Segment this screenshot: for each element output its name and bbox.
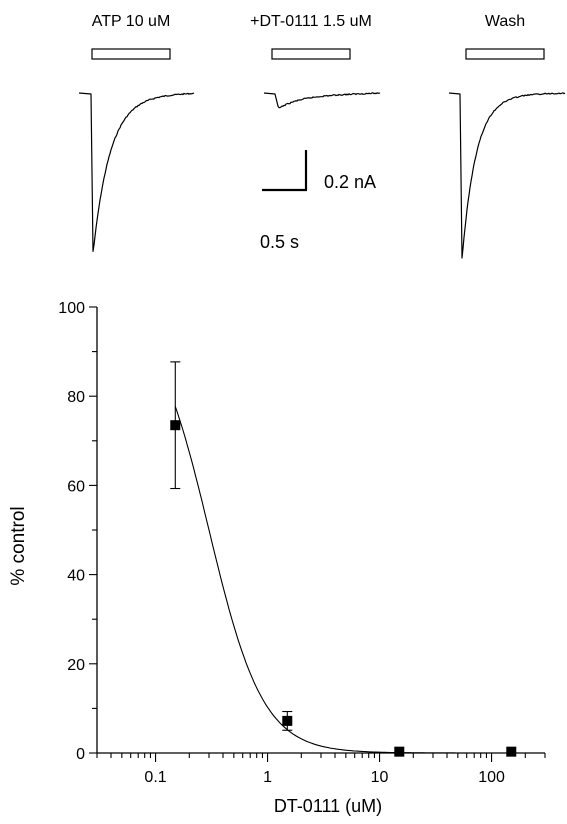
- fit-curve: [174, 406, 512, 754]
- y-tick-label: 20: [67, 657, 85, 674]
- scale-bar-current-label: 0.2 nA: [324, 172, 376, 192]
- y-tick-label: 0: [76, 746, 85, 763]
- x-tick-label: 1: [263, 769, 272, 786]
- x-tick-label: 100: [478, 769, 505, 786]
- y-axis-label: % control: [8, 506, 29, 585]
- x-tick-label: 0.1: [144, 769, 166, 786]
- data-point: [170, 420, 181, 431]
- current-trace-wash: [448, 92, 566, 259]
- x-tick-label: 10: [371, 769, 389, 786]
- current-traces-panel: ATP 10 uM +DT-0111 1.5 uM Wash 0.2 nA 0.…: [78, 13, 566, 259]
- application-bar-atp: [91, 48, 171, 60]
- data-points: [170, 361, 517, 757]
- y-axis-ticks: 0 20 40 60 80 100: [58, 300, 97, 763]
- y-tick-label: 80: [67, 389, 85, 406]
- trace-label-dt0111: +DT-0111 1.5 uM: [250, 13, 372, 30]
- x-axis-ticks: 0.1 1 10 100: [96, 753, 546, 786]
- application-bar-dt0111: [271, 48, 351, 60]
- current-trace-dt0111: [263, 92, 381, 109]
- current-trace-atp: [78, 92, 195, 252]
- y-tick-label: 60: [67, 478, 85, 495]
- data-point: [394, 746, 405, 757]
- scale-bar: 0.2 nA 0.5 s: [260, 150, 376, 252]
- y-tick-label: 40: [67, 568, 85, 585]
- trace-label-wash: Wash: [485, 13, 525, 30]
- trace-group-wash: Wash: [448, 13, 566, 259]
- y-tick-label: 100: [58, 300, 85, 317]
- dose-response-chart: 0 20 40 60 80 100 0.1 1 10 100 % control DT-0111…: [8, 300, 546, 816]
- data-point: [282, 715, 293, 726]
- trace-group-dt0111: +DT-0111 1.5 uM: [250, 13, 381, 109]
- scale-bar-time-label: 0.5 s: [260, 232, 299, 252]
- trace-label-atp: ATP 10 uM: [92, 13, 171, 30]
- trace-group-atp: ATP 10 uM: [78, 13, 195, 252]
- x-axis-label: DT-0111 (uM): [274, 796, 382, 816]
- application-bar-wash: [465, 48, 545, 60]
- data-point: [506, 746, 517, 757]
